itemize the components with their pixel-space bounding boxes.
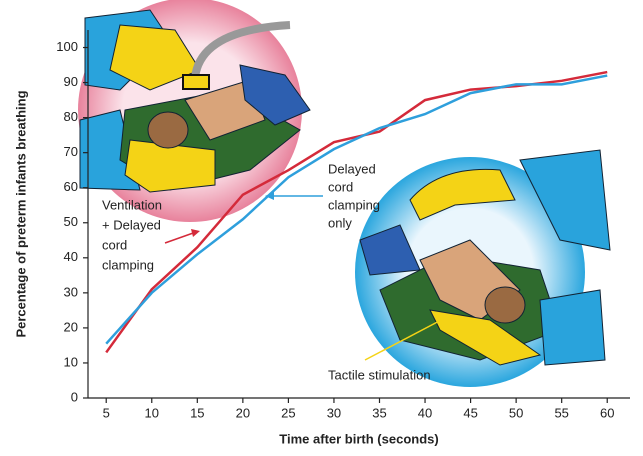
x-tick-label: 30 bbox=[327, 405, 341, 420]
arrow-head bbox=[191, 229, 200, 237]
annotation: Delayed bbox=[328, 161, 376, 176]
y-tick-label: 80 bbox=[64, 109, 78, 124]
annotation: clamping bbox=[102, 257, 154, 272]
y-tick-label: 10 bbox=[64, 354, 78, 369]
illustration-stimulation bbox=[355, 150, 610, 387]
x-tick-label: 55 bbox=[554, 405, 568, 420]
y-tick-label: 30 bbox=[64, 284, 78, 299]
annotation: clamping bbox=[328, 197, 380, 212]
x-tick-label: 5 bbox=[103, 405, 110, 420]
y-tick-label: 40 bbox=[64, 249, 78, 264]
annotation: Tactile stimulation bbox=[328, 367, 431, 382]
x-tick-label: 20 bbox=[236, 405, 250, 420]
annotation: + Delayed bbox=[102, 217, 161, 232]
y-tick-label: 20 bbox=[64, 319, 78, 334]
y-tick-label: 90 bbox=[64, 74, 78, 89]
y-tick-label: 60 bbox=[64, 179, 78, 194]
x-tick-label: 45 bbox=[463, 405, 477, 420]
y-axis-label: Percentage of preterm infants breathing bbox=[13, 90, 28, 337]
x-tick-label: 25 bbox=[281, 405, 295, 420]
annotation: Ventilation bbox=[102, 197, 162, 212]
annotation: only bbox=[328, 215, 352, 230]
x-tick-label: 10 bbox=[145, 405, 159, 420]
annotation-arrow bbox=[165, 232, 196, 243]
y-tick-label: 50 bbox=[64, 214, 78, 229]
x-tick-label: 50 bbox=[509, 405, 523, 420]
x-tick-label: 15 bbox=[190, 405, 204, 420]
annotation: cord bbox=[328, 179, 353, 194]
y-tick-label: 0 bbox=[71, 389, 78, 404]
x-tick-label: 60 bbox=[600, 405, 614, 420]
x-tick-label: 40 bbox=[418, 405, 432, 420]
y-tick-label: 70 bbox=[64, 144, 78, 159]
y-tick-label: 100 bbox=[56, 39, 78, 54]
x-axis-label: Time after birth (seconds) bbox=[279, 431, 438, 446]
x-tick-label: 35 bbox=[372, 405, 386, 420]
annotation: cord bbox=[102, 237, 127, 252]
chart: Percentage of preterm infants breathing … bbox=[0, 0, 643, 456]
